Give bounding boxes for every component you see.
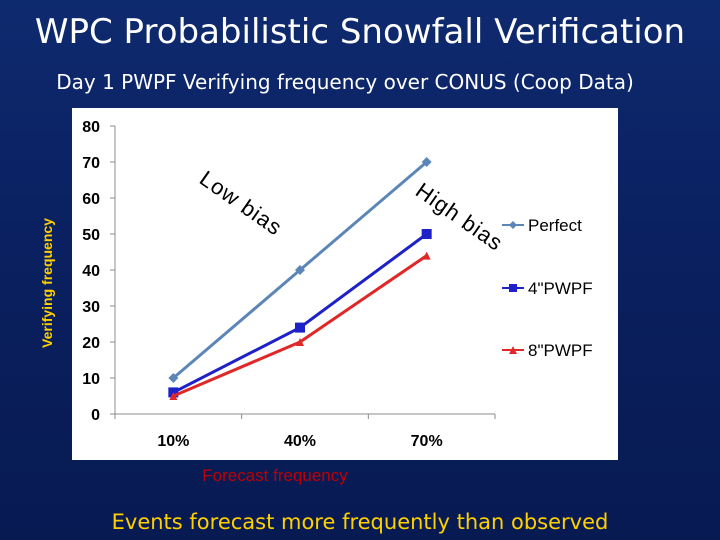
series-4pwpf-point (421, 229, 432, 239)
legend-4pwpf-label: 4"PWPF (528, 279, 593, 298)
series-perfect-point (421, 157, 432, 167)
x-tick-label: 40% (284, 433, 316, 450)
series-perfect-point (295, 265, 305, 275)
series-8pwpf-point (422, 251, 431, 260)
y-tick-label: 30 (82, 299, 100, 316)
slide-footer: Events forecast more frequently than obs… (111, 510, 609, 534)
x-tick-label: 70% (411, 433, 443, 450)
low-bias-annotation: Low bias (195, 166, 287, 241)
y-tick-label: 80 (82, 119, 100, 136)
y-tick-label: 60 (82, 191, 100, 208)
series-perfect-point (168, 373, 179, 383)
legend-8pwpf-label: 8"PWPF (528, 341, 593, 360)
slide-title: WPC Probabilistic Snowfall Verification (34, 12, 686, 52)
legend-perfect-marker (509, 221, 517, 229)
y-tick-label: 10 (82, 371, 100, 388)
legend-perfect-label: Perfect (528, 216, 582, 235)
series-4pwpf-point (295, 322, 305, 333)
slide-subtitle: Day 1 PWPF Verifying frequency over CONU… (56, 70, 634, 94)
y-tick-label: 40 (82, 263, 100, 280)
series-8pwpf-point (296, 338, 304, 346)
legend-4pwpf-marker (509, 284, 517, 292)
series-4pwpf-line (172, 232, 428, 394)
y-tick-label: 20 (82, 335, 100, 352)
series-8pwpf-point (169, 392, 178, 400)
y-tick-label: 70 (82, 155, 100, 172)
x-tick-label: 10% (157, 433, 189, 450)
y-tick-label: 50 (82, 227, 100, 244)
chart-area (72, 108, 618, 460)
y-tick-label: 0 (91, 407, 100, 424)
high-bias-annotation: High bias (411, 178, 508, 256)
x-axis-label: Forecast frequency (202, 466, 348, 485)
legend-8pwpf-marker (509, 346, 517, 354)
